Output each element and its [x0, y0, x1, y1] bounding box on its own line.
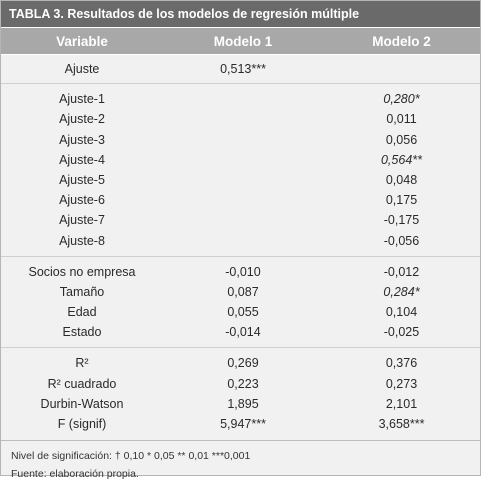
cell-modelo-1: [163, 190, 323, 210]
cell-modelo-1: 1,895: [227, 396, 259, 411]
cell-modelo-1: [163, 210, 323, 230]
cell-modelo-1: [163, 170, 323, 190]
cell-variable: R² cuadrado: [47, 376, 117, 391]
group-controls: Socios no empresa -0,010 -0,012 Tamaño 0,087…: [1, 257, 480, 349]
table-header: Variable Modelo 1 Modelo 2: [1, 27, 480, 55]
cell-variable: Ajuste-5: [59, 172, 105, 187]
table-row: Ajuste-8 -0,056: [1, 231, 480, 251]
header-modelo-1: Modelo 1: [213, 34, 273, 49]
table-notes: Nivel de significación: † 0,10 * 0,05 **…: [1, 441, 480, 483]
cell-variable: Ajuste-7: [59, 213, 105, 228]
table-title: TABLA 3. Resultados de los modelos de re…: [1, 1, 480, 27]
cell-variable: Ajuste-2: [59, 112, 105, 127]
table-row: F (signif) 5,947*** 3,658***: [1, 414, 480, 434]
cell-variable: Estado: [62, 325, 102, 340]
cell-variable: Durbin-Watson: [40, 396, 124, 411]
cell-variable: Edad: [67, 305, 97, 320]
table-title-text: Resultados de los modelos de regresión m…: [63, 7, 360, 21]
cell-modelo-1: 0,223: [227, 376, 259, 391]
cell-variable: Ajuste-8: [59, 233, 105, 248]
cell-modelo-2: 2,101: [385, 396, 418, 411]
table-row: Estado -0,014 -0,025: [1, 322, 480, 342]
cell-modelo-2: 0,104: [385, 305, 418, 320]
cell-modelo-2: 0,048: [385, 172, 418, 187]
cell-modelo-1: 0,513***: [220, 62, 266, 76]
cell-variable: Ajuste-6: [59, 193, 105, 208]
cell-variable: R²: [75, 356, 89, 371]
table-row: Ajuste-7 -0,175: [1, 210, 480, 230]
cell-modelo-1: [163, 130, 323, 150]
group-ajuste: Ajuste 0,513***: [1, 55, 480, 85]
header-variable: Variable: [56, 34, 108, 49]
cell-variable: Tamaño: [59, 284, 105, 299]
table-row: Edad 0,055 0,104: [1, 302, 480, 322]
group-fit-stats: R² 0,269 0,376 R² cuadrado 0,223 0,273 Durbin-…: [1, 348, 480, 442]
header-modelo-2: Modelo 2: [372, 34, 431, 49]
cell-modelo-2: 0,376: [385, 356, 418, 371]
table-row: Ajuste-1 0,280*: [1, 89, 480, 109]
cell-modelo-2: 3,658***: [378, 417, 425, 431]
cell-modelo-1: -0,014: [225, 325, 261, 340]
cell-variable: Ajuste-3: [59, 132, 105, 147]
cell-modelo-2: 0,056: [385, 132, 418, 147]
cell-modelo-2: -0,025: [383, 325, 420, 340]
group-ajuste-lags: Ajuste-1 0,280* Ajuste-2 0,011 Ajuste-3 0,056…: [1, 84, 480, 257]
table-row: Ajuste-3 0,056: [1, 130, 480, 150]
table-row: Ajuste-2 0,011: [1, 109, 480, 129]
table-row: Ajuste-5 0,048: [1, 170, 480, 190]
cell-modelo-2: 0,280*: [383, 92, 420, 107]
cell-modelo-1: -0,010: [225, 264, 261, 279]
table-row: R² cuadrado 0,223 0,273: [1, 374, 480, 394]
table-row: Durbin-Watson 1,895 2,101: [1, 394, 480, 414]
table-row: Ajuste 0,513***: [1, 59, 480, 79]
cell-variable: F (signif): [57, 417, 107, 431]
cell-modelo-1: 0,087: [227, 284, 259, 299]
cell-modelo-2: 0,011: [386, 112, 417, 127]
table-row: Socios no empresa -0,010 -0,012: [1, 262, 480, 282]
cell-variable: Ajuste-4: [59, 152, 105, 167]
cell-modelo-2: [323, 59, 480, 79]
cell-modelo-2: 0,273: [385, 376, 418, 391]
cell-modelo-2: 0,564**: [380, 152, 422, 167]
cell-modelo-2: -0,175: [383, 213, 420, 228]
cell-modelo-2: 0,284*: [383, 284, 420, 299]
cell-modelo-1: 0,055: [227, 305, 259, 320]
significance-note: Nivel de significación: † 0,10 * 0,05 **…: [11, 450, 251, 463]
table-row: Ajuste-6 0,175: [1, 190, 480, 210]
cell-modelo-2: -0,056: [383, 233, 420, 248]
table-row: R² 0,269 0,376: [1, 353, 480, 373]
cell-modelo-2: -0,012: [383, 264, 420, 279]
table-row: Tamaño 0,087 0,284*: [1, 282, 480, 302]
cell-variable: Ajuste-1: [59, 92, 105, 107]
table-title-label: TABLA 3.: [9, 7, 64, 21]
source-note: Fuente: elaboración propia.: [11, 468, 139, 481]
cell-variable: Socios no empresa: [28, 264, 136, 279]
cell-variable: Ajuste: [64, 62, 100, 76]
cell-modelo-1: 5,947***: [220, 417, 266, 431]
cell-modelo-1: [163, 89, 323, 109]
cell-modelo-1: [163, 109, 323, 129]
cell-modelo-1: [163, 150, 323, 170]
cell-modelo-1: 0,269: [227, 356, 259, 371]
table-row: Ajuste-4 0,564**: [1, 150, 480, 170]
cell-modelo-2: 0,175: [385, 193, 418, 208]
cell-modelo-1: [163, 231, 323, 251]
